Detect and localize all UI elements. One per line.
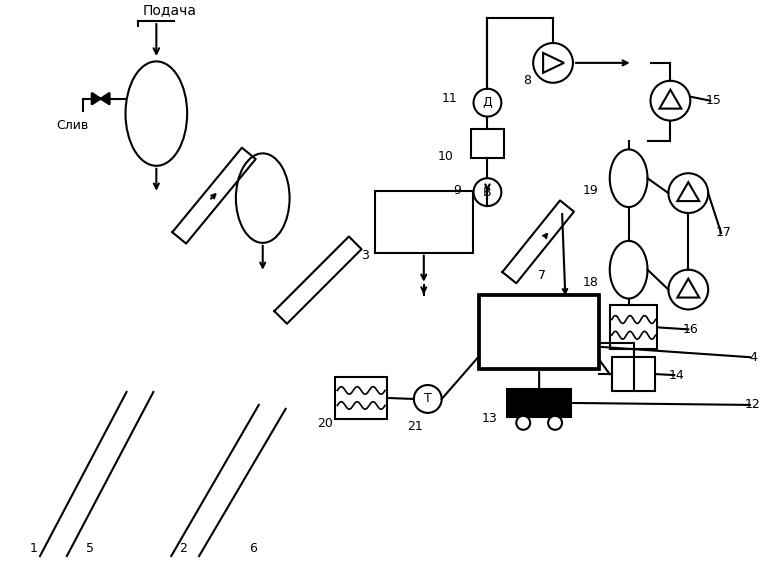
Ellipse shape — [126, 61, 187, 166]
Text: 2: 2 — [179, 542, 187, 555]
Text: 11: 11 — [441, 92, 458, 105]
Polygon shape — [101, 93, 110, 105]
Text: Слив: Слив — [57, 118, 89, 131]
Circle shape — [651, 81, 690, 121]
Circle shape — [414, 385, 441, 413]
Text: 13: 13 — [481, 413, 498, 425]
Text: 21: 21 — [407, 421, 423, 434]
Text: 8: 8 — [523, 74, 531, 87]
Text: 20: 20 — [317, 417, 333, 430]
Text: 19: 19 — [583, 183, 599, 196]
Text: Д: Д — [483, 96, 492, 109]
Circle shape — [548, 416, 562, 430]
Text: 14: 14 — [668, 368, 684, 381]
Bar — [375, 191, 473, 253]
Text: Подача: Подача — [143, 3, 197, 17]
Text: 9: 9 — [454, 183, 462, 196]
Bar — [507, 389, 571, 417]
Circle shape — [516, 416, 530, 430]
Text: 18: 18 — [583, 276, 599, 289]
Bar — [335, 377, 387, 419]
Text: 6: 6 — [249, 542, 257, 555]
Text: 17: 17 — [716, 226, 732, 239]
Text: 4: 4 — [749, 351, 757, 364]
Ellipse shape — [610, 149, 647, 207]
Circle shape — [534, 43, 573, 83]
Bar — [480, 294, 599, 369]
Text: 3: 3 — [361, 249, 369, 262]
Text: Т: Т — [424, 392, 431, 405]
Bar — [612, 357, 655, 391]
Text: 1: 1 — [30, 542, 38, 555]
Bar — [470, 128, 505, 158]
Circle shape — [473, 178, 502, 206]
Ellipse shape — [610, 241, 647, 298]
Text: 12: 12 — [745, 398, 760, 411]
Text: 10: 10 — [438, 150, 454, 163]
Circle shape — [473, 89, 502, 117]
Text: В: В — [483, 186, 491, 199]
Circle shape — [668, 269, 708, 310]
Circle shape — [668, 173, 708, 213]
Polygon shape — [92, 93, 101, 105]
Text: 16: 16 — [682, 323, 698, 336]
Bar — [610, 306, 658, 349]
Text: 5: 5 — [86, 542, 94, 555]
Text: 7: 7 — [538, 269, 546, 282]
Text: 15: 15 — [705, 94, 721, 107]
Ellipse shape — [236, 153, 289, 243]
